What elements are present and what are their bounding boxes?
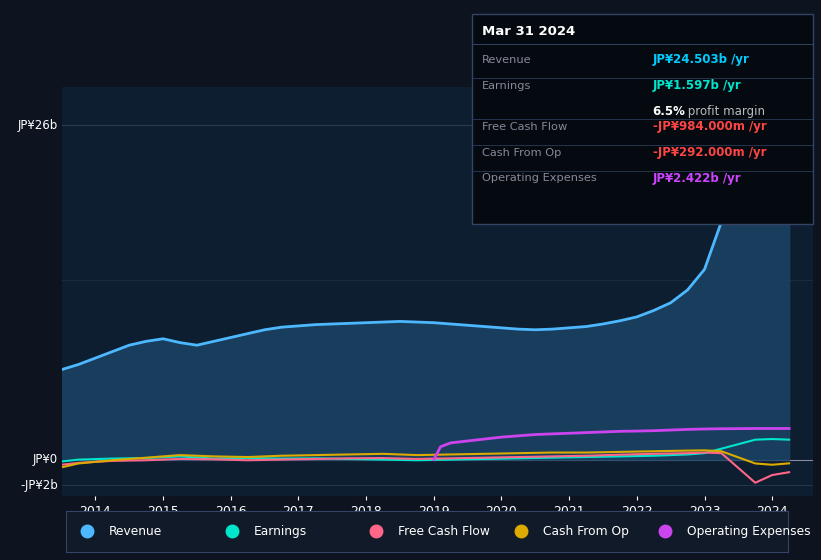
Text: Cash From Op: Cash From Op bbox=[482, 148, 562, 158]
Text: Earnings: Earnings bbox=[482, 81, 531, 91]
Text: JP¥24.503b /yr: JP¥24.503b /yr bbox=[653, 53, 750, 67]
Text: Revenue: Revenue bbox=[109, 525, 163, 538]
Text: -JP¥292.000m /yr: -JP¥292.000m /yr bbox=[653, 146, 766, 159]
Text: JP¥1.597b /yr: JP¥1.597b /yr bbox=[653, 79, 741, 92]
Text: JP¥26b: JP¥26b bbox=[17, 119, 57, 132]
Text: JP¥2.422b /yr: JP¥2.422b /yr bbox=[653, 172, 741, 185]
Text: -JP¥2b: -JP¥2b bbox=[20, 479, 57, 492]
Text: -JP¥984.000m /yr: -JP¥984.000m /yr bbox=[653, 120, 767, 133]
Text: Revenue: Revenue bbox=[482, 55, 531, 65]
Text: Operating Expenses: Operating Expenses bbox=[482, 174, 597, 184]
Text: Free Cash Flow: Free Cash Flow bbox=[398, 525, 490, 538]
Text: Operating Expenses: Operating Expenses bbox=[687, 525, 810, 538]
Text: JP¥0: JP¥0 bbox=[33, 453, 57, 466]
Text: profit margin: profit margin bbox=[684, 105, 765, 118]
Text: Free Cash Flow: Free Cash Flow bbox=[482, 122, 567, 132]
Text: Cash From Op: Cash From Op bbox=[543, 525, 628, 538]
Text: Mar 31 2024: Mar 31 2024 bbox=[482, 25, 576, 39]
Text: 6.5%: 6.5% bbox=[653, 105, 686, 118]
Text: Earnings: Earnings bbox=[254, 525, 307, 538]
